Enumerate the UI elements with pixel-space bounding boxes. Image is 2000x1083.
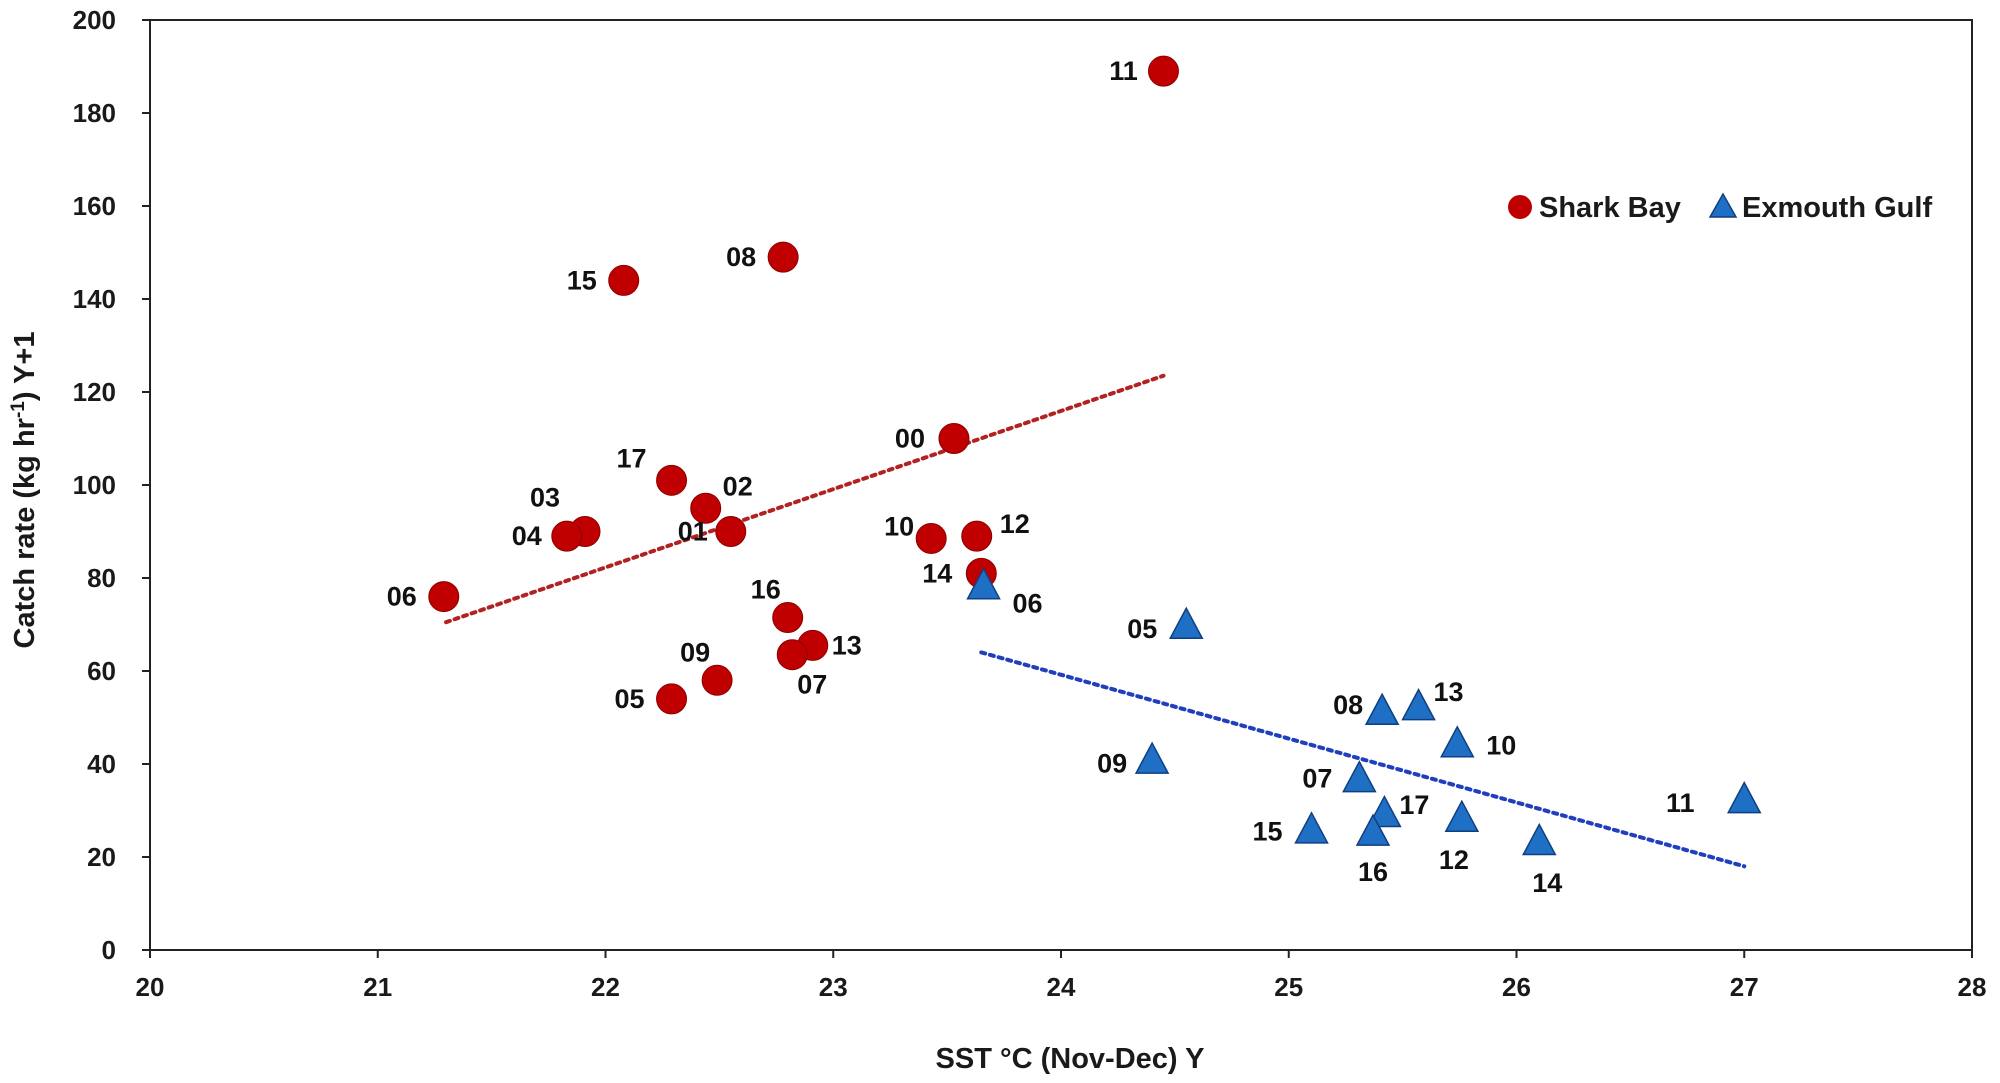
exmouth-gulf-point-16 xyxy=(1355,813,1391,846)
shark-bay-point-07 xyxy=(776,639,808,671)
shark-bay-point-label-17: 17 xyxy=(617,443,647,473)
shark-bay-trendline xyxy=(444,373,1166,625)
exmouth-gulf-point-label-06: 06 xyxy=(1013,588,1043,618)
shark-bay-point-label-01: 01 xyxy=(678,517,708,547)
x-axis-title: SST °C (Nov-Dec) Y xyxy=(936,1043,1205,1075)
exmouth-gulf-point-17 xyxy=(1367,794,1402,828)
exmouth-gulf-point-10 xyxy=(1440,725,1475,758)
x-tick-label: 20 xyxy=(136,972,165,1002)
shark-bay-point-12 xyxy=(961,520,993,552)
shark-bay-point-label-13: 13 xyxy=(832,630,862,660)
shark-bay-point-17 xyxy=(656,464,688,496)
plot-frame xyxy=(149,19,1973,951)
exmouth-gulf-point-label-15: 15 xyxy=(1253,816,1283,846)
exmouth-gulf-point-15 xyxy=(1294,811,1329,844)
exmouth-gulf-point-label-07: 07 xyxy=(1302,763,1332,793)
exmouth-gulf-point-label-17: 17 xyxy=(1399,790,1429,820)
exmouth-gulf-point-label-13: 13 xyxy=(1434,677,1464,707)
shark-bay-point-08 xyxy=(767,241,799,273)
shark-bay-point-label-06: 06 xyxy=(387,582,417,612)
shark-bay-point-label-05: 05 xyxy=(615,684,645,714)
trendline-layer xyxy=(444,373,1747,869)
shark-bay-point-label-07: 07 xyxy=(797,670,827,700)
legend: Shark Bay Exmouth Gulf xyxy=(1508,192,1932,224)
shark-bay-point-label-11: 11 xyxy=(1109,56,1138,86)
shark-bay-point-label-10: 10 xyxy=(884,511,914,541)
x-tick-label: 23 xyxy=(819,972,848,1002)
shark-bay-point-05 xyxy=(656,683,688,715)
exmouth-gulf-point-08 xyxy=(1364,692,1400,725)
y-tick-label: 0 xyxy=(102,935,116,965)
shark-bay-point-01 xyxy=(715,516,747,547)
y-tick-label: 200 xyxy=(73,5,116,35)
y-axis-title-suffix: ) Y+1 xyxy=(9,332,41,402)
shark-bay-point-label-03: 03 xyxy=(530,483,560,513)
y-axis-title-main: Catch rate (kg hr xyxy=(9,418,41,648)
legend-shark-bay-label: Shark Bay xyxy=(1539,192,1681,224)
shark-bay-point-label-08: 08 xyxy=(726,242,756,272)
exmouth-gulf-point-label-14: 14 xyxy=(1532,868,1562,898)
shark-bay-point-16 xyxy=(772,602,804,634)
axes-layer: 20 21 22 23 24 25 26 27 280204060801001201401601… xyxy=(73,5,1987,1002)
exmouth-gulf-point-05 xyxy=(1169,606,1204,639)
x-tick-label: 27 xyxy=(1730,972,1759,1002)
exmouth-gulf-point-12 xyxy=(1444,799,1480,832)
y-tick-label: 40 xyxy=(87,749,116,779)
shark-bay-point-label-02: 02 xyxy=(723,471,753,501)
y-tick-label: 140 xyxy=(73,284,116,314)
shark-bay-point-label-00: 00 xyxy=(895,424,925,454)
x-tick-label: 25 xyxy=(1274,972,1303,1002)
x-tick-label: 21 xyxy=(363,972,392,1002)
exmouth-gulf-point-07 xyxy=(1342,760,1377,793)
legend-exmouth-gulf-label: Exmouth Gulf xyxy=(1742,192,1932,224)
legend-shark-bay-marker xyxy=(1508,195,1532,219)
exmouth-gulf-point-06 xyxy=(966,567,1001,600)
exmouth-gulf-trendline xyxy=(979,650,1747,869)
x-tick-label: 22 xyxy=(591,972,620,1002)
shark-bay-point-11 xyxy=(1147,55,1179,87)
exmouth-gulf-point-14 xyxy=(1522,822,1557,856)
exmouth-gulf-point-label-10: 10 xyxy=(1486,730,1516,760)
y-tick-label: 60 xyxy=(87,656,116,686)
y-axis-title-superscript: -1 xyxy=(8,401,29,418)
y-tick-label: 180 xyxy=(73,98,116,128)
exmouth-gulf-point-13 xyxy=(1401,688,1436,721)
y-axis-title: Catch rate (kg hr-1) Y+1 xyxy=(8,332,42,649)
shark-bay-point-02 xyxy=(690,492,722,524)
y-tick-label: 100 xyxy=(73,470,116,500)
exmouth-gulf-point-label-12: 12 xyxy=(1439,845,1469,875)
shark-bay-point-label-12: 12 xyxy=(1000,509,1030,539)
shark-bay-point-09 xyxy=(701,664,733,696)
exmouth-gulf-point-label-16: 16 xyxy=(1358,857,1388,887)
exmouth-gulf-point-label-05: 05 xyxy=(1127,614,1157,644)
exmouth-gulf-point-label-09: 09 xyxy=(1097,749,1127,779)
shark-bay-point-label-14: 14 xyxy=(922,558,952,588)
shark-bay-point-06 xyxy=(428,581,460,613)
y-tick-label: 160 xyxy=(73,191,116,221)
shark-bay-point-15 xyxy=(608,264,640,296)
exmouth-gulf-point-11 xyxy=(1727,781,1762,814)
x-tick-label: 28 xyxy=(1958,972,1987,1002)
y-tick-label: 120 xyxy=(73,377,116,407)
shark-bay-point-label-09: 09 xyxy=(680,637,710,667)
exmouth-gulf-point-label-11: 11 xyxy=(1666,788,1695,818)
exmouth-gulf-point-09 xyxy=(1134,741,1170,774)
shark-bay-point-10 xyxy=(915,522,947,554)
y-tick-label: 80 xyxy=(87,563,116,593)
shark-bay-point-00 xyxy=(938,423,970,454)
legend-exmouth-gulf-marker xyxy=(1708,192,1738,218)
shark-bay-point-label-15: 15 xyxy=(567,265,597,295)
shark-bay-point-label-16: 16 xyxy=(751,575,781,605)
marker-layer xyxy=(428,55,1762,856)
exmouth-gulf-point-label-08: 08 xyxy=(1333,690,1363,720)
x-tick-label: 26 xyxy=(1502,972,1531,1002)
shark-bay-point-label-04: 04 xyxy=(512,521,542,551)
y-tick-label: 20 xyxy=(87,842,116,872)
x-tick-label: 24 xyxy=(1047,972,1076,1002)
shark-bay-point-04 xyxy=(551,520,583,552)
